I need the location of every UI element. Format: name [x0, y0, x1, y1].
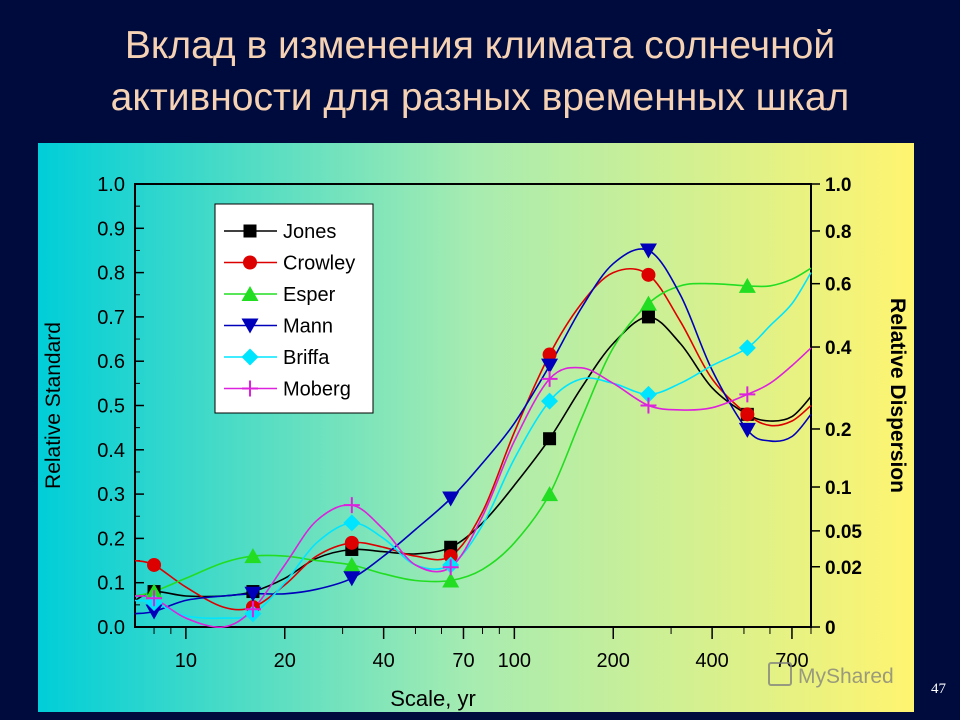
y-right-tick-label: 0.05: [825, 522, 862, 543]
point-crowley: [147, 557, 162, 572]
point-moberg: [442, 559, 459, 576]
series-line-moberg: [134, 347, 812, 629]
y-right-tick-label: 0.1: [825, 478, 852, 499]
point-moberg: [343, 497, 360, 514]
legend-marker-moberg: [242, 380, 258, 397]
point-crowley: [443, 549, 458, 564]
point-briffa: [343, 514, 361, 532]
x-tick-label: 20: [274, 650, 296, 672]
point-mann: [145, 604, 163, 620]
point-crowley: [641, 267, 656, 282]
legend-marker-mann: [241, 318, 259, 334]
page-number: 47: [931, 681, 946, 697]
legend: [214, 203, 374, 414]
point-moberg: [146, 590, 163, 607]
y-left-tick-label: 0.2: [97, 528, 125, 550]
y-left-tick-label: 0.5: [97, 396, 125, 418]
y-right-tick-label: 0.2: [825, 420, 851, 441]
point-moberg: [244, 601, 261, 618]
y-left-tick-label: 0.1: [97, 573, 125, 595]
point-esper: [343, 556, 361, 572]
legend-label-crowley: Crowley: [283, 253, 355, 275]
legend-marker-crowley: [243, 255, 257, 270]
legend-label-esper: Esper: [283, 284, 336, 306]
point-esper: [442, 572, 460, 588]
point-esper: [738, 277, 756, 293]
y-left-tick-label: 0.9: [97, 218, 125, 240]
point-crowley: [344, 535, 359, 550]
point-briffa: [541, 392, 559, 410]
legend-label-moberg: Moberg: [283, 379, 351, 401]
point-mann: [738, 422, 756, 438]
y-left-tick-label: 0.6: [97, 351, 125, 373]
x-tick-label: 400: [695, 650, 728, 672]
legend-marker-briffa: [241, 348, 259, 366]
watermark: MyShared: [768, 662, 894, 689]
point-crowley: [740, 407, 755, 422]
x-tick-label: 40: [373, 650, 395, 672]
chart: 0.0 0.1 0.2 0.3 0.4 0.5 0.6 0.7 0.8 0.9 1.0 1.0 0.8 0…: [38, 143, 914, 712]
y-right-tick-label: 0: [825, 618, 836, 639]
y-right-axis-title: Relative Dispersion: [886, 298, 909, 493]
point-esper: [639, 295, 657, 311]
x-tick-label: 100: [498, 650, 531, 672]
y-left-tick-label: 0.8: [97, 263, 125, 285]
point-briffa: [738, 339, 756, 357]
legend-marker-esper: [241, 286, 259, 301]
y-left-tick-label: 0.3: [97, 484, 125, 506]
x-tick-label: 700: [775, 650, 808, 672]
point-moberg: [739, 386, 756, 403]
point-esper: [244, 548, 262, 564]
point-moberg: [640, 397, 657, 414]
point-crowley: [542, 347, 557, 362]
y-left-tick-label: 0.4: [97, 440, 125, 462]
point-jones: [641, 310, 655, 324]
point-esper: [541, 486, 559, 502]
y-left-axis-title: Relative Standard: [42, 322, 65, 489]
point-mann: [343, 571, 361, 587]
legend-label-mann: Mann: [283, 316, 333, 338]
legend-label-briffa: Briffa: [283, 347, 330, 369]
title-line-1: Вклад в изменения климата солнечной: [124, 24, 836, 67]
y-right-tick-label: 0.02: [825, 558, 862, 579]
y-left-tick-label: 0.0: [97, 617, 125, 639]
x-tick-label: 10: [175, 650, 197, 672]
point-moberg: [541, 370, 558, 387]
y-left-tick-label: 1.0: [97, 174, 125, 196]
legend-label-jones: Jones: [283, 221, 336, 243]
x-tick-label: 200: [597, 650, 630, 672]
point-briffa: [639, 385, 657, 403]
point-mann: [541, 358, 559, 374]
series-line-esper: [134, 267, 812, 597]
watermark-text: MyShared: [798, 665, 894, 688]
point-mann: [639, 243, 657, 259]
point-jones: [543, 432, 557, 446]
x-tick-label: 70: [452, 650, 474, 672]
point-mann: [442, 491, 460, 507]
y-right-tick-label: 0.4: [825, 338, 852, 359]
legend-marker-jones: [243, 224, 257, 238]
y-right-tick-label: 0.6: [825, 275, 851, 296]
y-right-tick-label: 1.0: [825, 175, 851, 196]
title-line-2: активности для разных временных шкал: [110, 76, 850, 119]
y-left-tick-label: 0.7: [97, 307, 125, 329]
chart-panel: 0.0 0.1 0.2 0.3 0.4 0.5 0.6 0.7 0.8 0.9 1.0 1.0 0.8 0…: [38, 143, 914, 712]
watermark-logo-icon: [768, 662, 792, 686]
slide-title: Вклад в изменения климата солнечной акти…: [40, 20, 920, 124]
x-axis-title: Scale, yr: [390, 686, 476, 711]
point-mann: [244, 586, 262, 602]
y-right-tick-label: 0.8: [825, 222, 851, 243]
